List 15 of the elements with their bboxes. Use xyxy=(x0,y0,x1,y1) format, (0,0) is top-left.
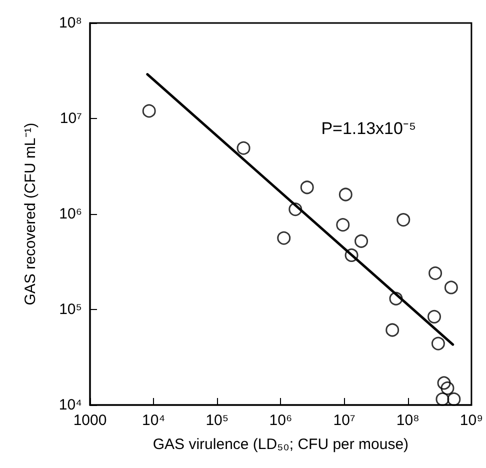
y-axis-title: GAS recovered (CFU mL⁻¹) xyxy=(22,122,39,306)
x-tick-label: 10⁸ xyxy=(396,412,420,429)
x-axis-title: GAS virulence (LD₅₀; CFU per mouse) xyxy=(152,436,409,453)
x-tick-label: 10⁶ xyxy=(269,412,292,429)
x-tick-label: 10⁹ xyxy=(460,412,483,429)
x-tick-label: 10⁷ xyxy=(333,412,356,429)
annotation: P=1.13x10⁻⁵ xyxy=(321,119,416,138)
x-tick-label: 10⁴ xyxy=(142,412,166,429)
y-tick-label: 10⁸ xyxy=(58,14,82,32)
x-tick-label: 10⁵ xyxy=(206,412,229,429)
y-tick-label: 10⁷ xyxy=(60,110,82,127)
y-tick-label: 10⁶ xyxy=(59,206,82,222)
y-tick-label: 10⁵ xyxy=(59,301,82,318)
x-tick-label: 1000 xyxy=(73,412,107,429)
y-tick-label: 10⁴ xyxy=(58,396,82,414)
